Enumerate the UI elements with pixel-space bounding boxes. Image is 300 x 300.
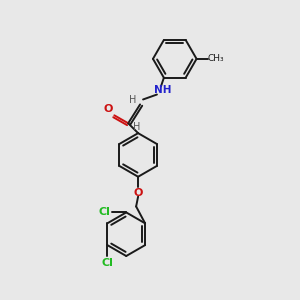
Text: H: H [130, 95, 137, 106]
Text: Cl: Cl [101, 258, 113, 268]
Text: Cl: Cl [98, 207, 110, 218]
Text: CH₃: CH₃ [207, 54, 224, 63]
Text: H: H [134, 122, 141, 132]
Text: O: O [134, 188, 143, 198]
Text: O: O [104, 104, 113, 114]
Text: NH: NH [154, 85, 172, 94]
